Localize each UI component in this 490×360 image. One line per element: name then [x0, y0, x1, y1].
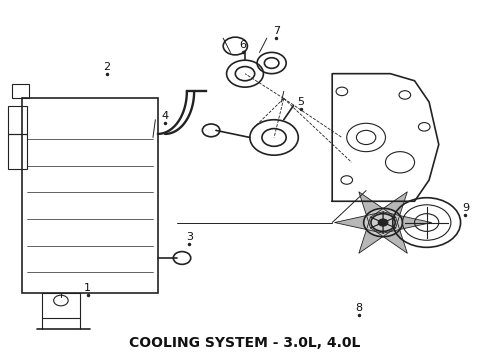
Text: 5: 5 [297, 97, 304, 107]
Circle shape [364, 208, 402, 237]
Bar [22, 99, 158, 293]
Polygon shape [383, 212, 432, 233]
Text: 9: 9 [462, 203, 469, 213]
Text: 7: 7 [273, 26, 280, 36]
Text: 1: 1 [84, 283, 91, 293]
Polygon shape [370, 217, 407, 253]
Polygon shape [370, 192, 407, 228]
Bar [12, 84, 29, 99]
Bar [42, 293, 80, 318]
Text: 6: 6 [239, 40, 246, 50]
Text: 8: 8 [355, 303, 363, 312]
Polygon shape [335, 212, 383, 233]
Text: 3: 3 [186, 232, 193, 242]
Polygon shape [359, 217, 395, 253]
Bar [8, 134, 27, 169]
Circle shape [378, 219, 388, 226]
Polygon shape [359, 192, 395, 228]
Text: 4: 4 [162, 111, 169, 121]
Bar [8, 105, 27, 134]
Text: COOLING SYSTEM - 3.0L, 4.0L: COOLING SYSTEM - 3.0L, 4.0L [129, 336, 361, 350]
Text: 2: 2 [103, 62, 111, 72]
